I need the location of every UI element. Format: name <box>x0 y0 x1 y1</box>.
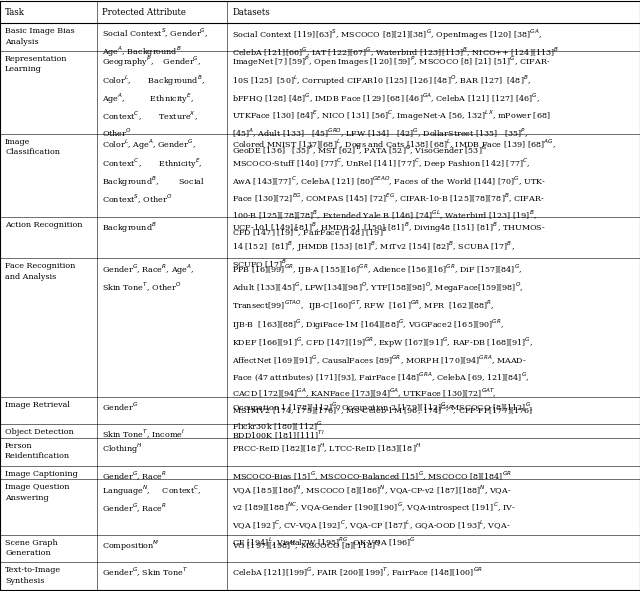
Text: PRCC-ReID [182][18]$^H$, LTCC-ReID [183][18]$^H$: PRCC-ReID [182][18]$^H$, LTCC-ReID [183]… <box>232 442 422 455</box>
Text: Protected Attribute: Protected Attribute <box>102 8 186 17</box>
Text: Object Detection: Object Detection <box>5 428 74 436</box>
Text: Skin Tone$^T$, Income$^I$: Skin Tone$^T$, Income$^I$ <box>102 428 185 441</box>
Text: Gender$^G$: Gender$^G$ <box>102 401 138 413</box>
Text: PPB [16][99]$^{GR}$, IJB-A [155][16]$^{GR}$, Adience [156][16]$^{GR}$, DiF [157]: PPB [16][99]$^{GR}$, IJB-A [155][16]$^{G… <box>232 262 534 417</box>
Text: Gender$^G$, Race$^R$, Age$^A$,
Skin Tone$^T$, Other$^O$: Gender$^G$, Race$^R$, Age$^A$, Skin Tone… <box>102 262 195 294</box>
Text: Image Retrieval: Image Retrieval <box>5 401 70 408</box>
Text: Social Context [119][63]$^S$, MSCOCO [8][21][38]$^G$, OpenImages [120] [38]$^{GA: Social Context [119][63]$^S$, MSCOCO [8]… <box>232 27 559 59</box>
Text: Datasets: Datasets <box>232 8 270 17</box>
Text: Occupation 1 [178][112]$^G$, Occupation 2 [179][112]$^G$, MSCOCO [8][112]$^G$,
F: Occupation 1 [178][112]$^G$, Occupation … <box>232 401 534 431</box>
Text: UCF-101 [149] [81]$^B$, HMDB-51 [150] [81]$^B$, Diving48 [151] [81]$^B$, THUMOS-: UCF-101 [149] [81]$^B$, HMDB-51 [150] [8… <box>232 221 546 270</box>
Text: CelebA [121][199]$^G$, FAIR [200][199]$^T$, FairFace [148][100]$^{GR}$: CelebA [121][199]$^G$, FAIR [200][199]$^… <box>232 566 483 579</box>
Text: Basic Image Bias
Analysis: Basic Image Bias Analysis <box>5 27 75 46</box>
Text: Social Context$^S$, Gender$^G$,
Age$^A$, Background$^B$: Social Context$^S$, Gender$^G$, Age$^A$,… <box>102 27 209 59</box>
Text: VQA [185][186]$^N$, MSCOCO [8][186]$^N$, VQA-CP-v2 [187][188]$^N$, VQA-
v2 [189]: VQA [185][186]$^N$, MSCOCO [8][186]$^N$,… <box>232 483 516 549</box>
Text: Gender$^G$, Skin Tone$^T$: Gender$^G$, Skin Tone$^T$ <box>102 566 189 579</box>
Text: Image
Classification: Image Classification <box>5 138 60 156</box>
Text: Color$^L$, Age$^A$, Gender$^G$,
Context$^C$,       Ethnicity$^E$,
Background$^B$: Color$^L$, Age$^A$, Gender$^G$, Context$… <box>102 138 205 206</box>
Text: Representation
Learning: Representation Learning <box>5 55 67 73</box>
Text: Scene Graph
Generation: Scene Graph Generation <box>5 539 58 557</box>
Text: Gender$^G$, Race$^R$: Gender$^G$, Race$^R$ <box>102 470 168 483</box>
Text: VG [197][198]$^M$, MSCOCO [8][118]$^M$: VG [197][198]$^M$, MSCOCO [8][118]$^M$ <box>232 539 381 552</box>
Text: Person
Reidentification: Person Reidentification <box>5 442 70 460</box>
Text: Task: Task <box>5 8 25 17</box>
Text: Face Recognition
and Analysis: Face Recognition and Analysis <box>5 262 76 281</box>
Text: BDD100K [181][111]$^{TI}$: BDD100K [181][111]$^{TI}$ <box>232 428 324 441</box>
Text: Colored MNIST [137][68]$^L$, Dogs and Cats [138] [68]$^L$, IMDB Face [139] [68]$: Colored MNIST [137][68]$^L$, Dogs and Ca… <box>232 138 556 239</box>
Text: Geography$^P$,    Gender$^G$,
Color$^L$,       Background$^B$,
Age$^A$,         : Geography$^P$, Gender$^G$, Color$^L$, Ba… <box>102 55 205 139</box>
Text: ImageNet [7] [59]$^P$, Open Images [120] [59]$^P$, MSCOCO [8] [21] [51]$^G$, CIF: ImageNet [7] [59]$^P$, Open Images [120]… <box>232 55 551 157</box>
Text: Composition$^M$: Composition$^M$ <box>102 539 160 553</box>
Text: Language$^N$,     Context$^C$,
Gender$^G$, Race$^R$: Language$^N$, Context$^C$, Gender$^G$, R… <box>102 483 202 515</box>
Text: Image Captioning: Image Captioning <box>5 470 77 478</box>
Text: Text-to-Image
Synthesis: Text-to-Image Synthesis <box>5 566 61 584</box>
Text: Image Question
Answering: Image Question Answering <box>5 483 70 502</box>
Text: Action Recognition: Action Recognition <box>5 221 83 229</box>
Text: Clothing$^H$: Clothing$^H$ <box>102 442 143 456</box>
Text: MSCOCO-Bias [15]$^G$, MSCOCO-Balanced [15]$^G$, MSCOCO [8][184]$^{GR}$: MSCOCO-Bias [15]$^G$, MSCOCO-Balanced [1… <box>232 470 512 483</box>
Text: Background$^B$: Background$^B$ <box>102 221 157 235</box>
